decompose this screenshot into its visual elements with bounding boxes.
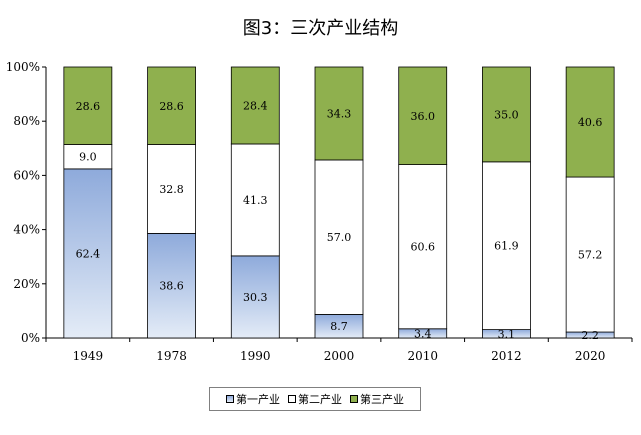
data-label-3-2000: 34.3 [327, 107, 352, 120]
bar-segment-3-1978 [147, 66, 196, 145]
y-tick-label: 100% [6, 60, 40, 74]
data-label-3-1978: 28.6 [159, 100, 184, 113]
y-tick-label: 0% [21, 331, 40, 345]
y-tick-label: 80% [13, 114, 40, 128]
data-label-3-1990: 28.4 [243, 99, 268, 112]
bar-segment-2-1949 [63, 144, 113, 170]
bar-segment-3-2020 [565, 66, 615, 178]
data-label-1-2012: 3.1 [498, 328, 516, 341]
legend-label-tertiary: 第三产业 [360, 393, 404, 406]
bar-segment-1-1978 [147, 232, 196, 339]
data-label-2-1978: 32.8 [159, 183, 184, 196]
bar-segment-3-2012 [482, 66, 531, 163]
data-label-3-1949: 28.6 [76, 100, 101, 113]
legend-item-secondary: 第二产业 [288, 391, 342, 407]
data-label-2-2000: 57.0 [327, 231, 352, 244]
data-label-1-1978: 38.6 [159, 280, 184, 293]
data-label-1-2000: 8.7 [330, 320, 348, 333]
data-label-1-2020: 2.2 [581, 329, 599, 342]
legend-item-tertiary: 第三产业 [350, 391, 404, 407]
x-tick-label: 2010 [407, 349, 438, 363]
legend-item-primary: 第一产业 [226, 391, 280, 407]
data-label-1-1990: 30.3 [243, 291, 268, 304]
data-label-3-2020: 40.6 [578, 116, 603, 129]
x-tick-label: 1990 [240, 349, 271, 363]
bar-segment-2-1990 [230, 143, 280, 257]
legend-label-primary: 第一产业 [236, 393, 280, 406]
bar-segment-2-2000 [314, 159, 364, 315]
data-label-2-1990: 41.3 [243, 194, 268, 207]
bar-segment-1-1990 [230, 255, 280, 339]
y-tick-label: 20% [13, 277, 40, 291]
data-label-2-2012: 61.9 [494, 240, 519, 253]
bar-segment-3-1949 [63, 66, 113, 145]
bar-segment-3-1990 [230, 66, 280, 145]
bar-segment-1-1949 [63, 168, 113, 339]
bar-segment-2-2010 [398, 164, 448, 330]
data-label-2-1949: 9.0 [79, 151, 97, 164]
legend-label-secondary: 第二产业 [298, 393, 342, 406]
legend-swatch-secondary [288, 395, 296, 403]
y-tick-label: 60% [13, 168, 40, 182]
y-tick-label: 40% [13, 223, 40, 237]
legend: 第一产业 第二产业 第三产业 [209, 387, 421, 411]
chart-title: 图3：三次产业结构 [242, 18, 399, 39]
data-label-2-2010: 60.6 [410, 241, 435, 254]
x-tick-label: 1949 [73, 349, 104, 363]
x-tick-label: 2000 [324, 349, 355, 363]
x-tick-label: 1978 [156, 349, 187, 363]
x-tick-label: 2020 [575, 349, 606, 363]
bar-segment-2-2012 [482, 161, 531, 330]
bar-segment-3-2000 [314, 66, 364, 161]
bar-segment-3-2010 [398, 66, 448, 165]
data-label-3-2010: 36.0 [410, 110, 435, 123]
data-label-1-1949: 62.4 [76, 247, 101, 260]
legend-swatch-primary [226, 395, 234, 403]
data-label-1-2010: 3.4 [414, 327, 432, 340]
legend-swatch-tertiary [350, 395, 358, 403]
data-label-3-2012: 35.0 [494, 108, 519, 121]
bar-segment-2-2020 [565, 176, 615, 333]
x-tick-label: 2012 [491, 349, 522, 363]
data-label-2-2020: 57.2 [578, 249, 603, 262]
